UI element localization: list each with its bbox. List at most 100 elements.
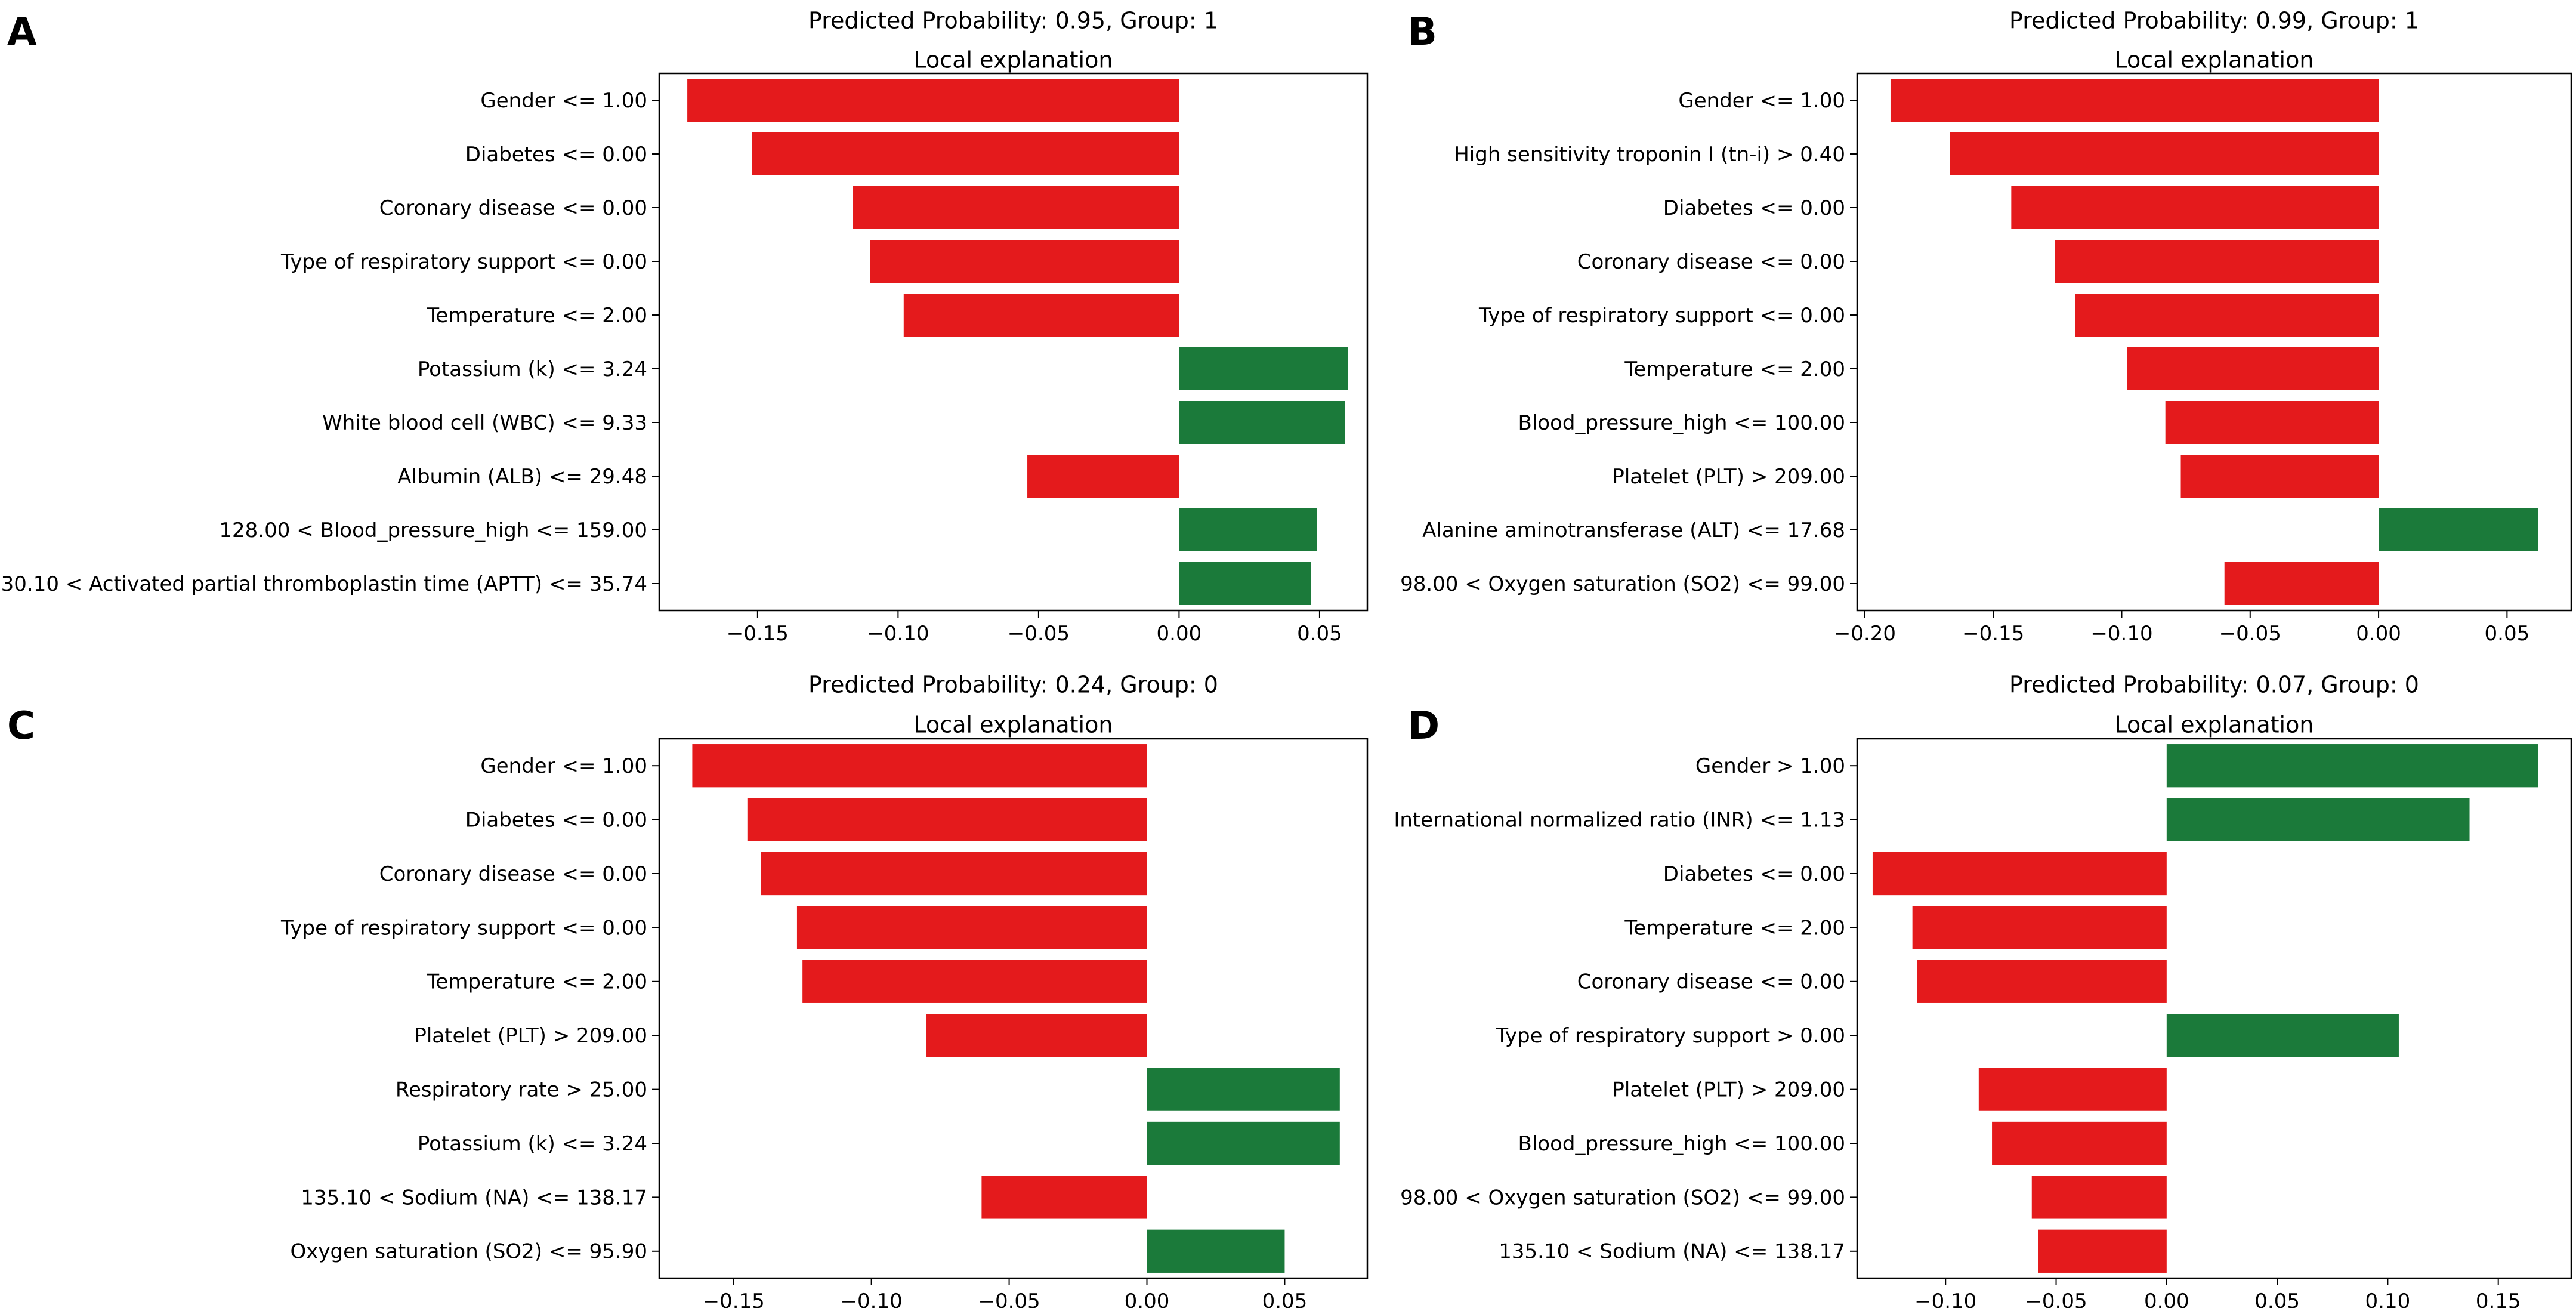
bar	[1179, 562, 1311, 605]
bar	[692, 744, 1147, 788]
x-tick-label: 0.00	[2144, 1290, 2189, 1308]
bar	[1147, 1068, 1340, 1111]
category-label: Coronary disease <= 0.00	[1577, 970, 1845, 994]
bar	[1992, 1121, 2167, 1165]
bar	[1872, 852, 2167, 896]
axes-frame	[1856, 738, 2572, 1279]
category-label: Type of respiratory support > 0.00	[1495, 1024, 1845, 1048]
category-label: Platelet (PLT) > 209.00	[1612, 465, 1845, 489]
bar	[1147, 1229, 1285, 1273]
category-label: Temperature <= 2.00	[426, 304, 647, 328]
category-label: 98.00 < Oxygen saturation (SO2) <= 99.00	[1400, 1186, 1845, 1210]
x-tick-label: 0.05	[1297, 622, 1342, 646]
bar	[870, 240, 1179, 283]
category-label: Gender <= 1.00	[480, 754, 647, 778]
category-label: Type of respiratory support <= 0.00	[280, 250, 647, 274]
category-label: Coronary disease <= 0.00	[379, 196, 647, 220]
bar	[1179, 347, 1348, 390]
x-tick-label: −0.05	[978, 1290, 1040, 1308]
bar	[1027, 455, 1179, 498]
bar	[747, 798, 1147, 841]
bar	[2166, 798, 2470, 841]
panel-c: C Predicted Probability: 0.24, Group: 0 Lo…	[7, 671, 1369, 1308]
category-label: Respiratory rate > 25.00	[396, 1078, 647, 1102]
bar	[1950, 132, 2379, 175]
x-tick-label: 0.00	[1157, 622, 1202, 646]
panel-letter: A	[7, 10, 37, 54]
bar	[1890, 79, 2379, 122]
panel-a: A Predicted Probability: 0.95, Group: 1 Lo…	[1, 7, 1369, 646]
x-tick-label: −0.05	[2025, 1290, 2087, 1308]
category-label: 135.10 < Sodium (NA) <= 138.17	[1499, 1240, 1845, 1264]
category-label: Type of respiratory support <= 0.00	[1478, 304, 1845, 328]
bar	[2379, 508, 2538, 551]
x-tick-label: 0.00	[2356, 622, 2401, 646]
bar	[761, 852, 1147, 896]
bar	[2031, 1176, 2167, 1219]
x-tick-label: −0.05	[2219, 622, 2281, 646]
category-label: White blood cell (WBC) <= 9.33	[322, 411, 647, 435]
bar	[853, 186, 1179, 229]
category-label: Gender <= 1.00	[480, 89, 647, 113]
chart-suptitle: Predicted Probability: 0.95, Group: 1	[808, 7, 1218, 33]
category-label: Platelet (PLT) > 209.00	[414, 1024, 647, 1048]
bar	[752, 132, 1179, 175]
x-tick-label: −0.10	[841, 1290, 903, 1308]
category-label: High sensitivity troponin I (tn-i) > 0.4…	[1454, 143, 1845, 166]
x-tick-label: −0.15	[727, 622, 789, 646]
panel-d: D Predicted Probability: 0.07, Group: 0 Lo…	[1394, 671, 2572, 1308]
category-label: Oxygen saturation (SO2) <= 95.90	[291, 1240, 647, 1264]
category-label: Potassium (k) <= 3.24	[418, 357, 647, 381]
category-label: Temperature <= 2.00	[426, 970, 647, 994]
x-tick-label: −0.15	[703, 1290, 765, 1308]
bar	[796, 906, 1147, 949]
x-tick-label: 0.05	[2485, 622, 2530, 646]
x-tick-label: −0.05	[1008, 622, 1070, 646]
category-label: Platelet (PLT) > 209.00	[1612, 1078, 1845, 1102]
category-label: Coronary disease <= 0.00	[379, 862, 647, 886]
bar	[2075, 294, 2379, 337]
category-label: Temperature <= 2.00	[1624, 916, 1845, 940]
axes-frame	[658, 72, 1369, 612]
x-tick-label: 0.05	[2254, 1290, 2300, 1308]
x-tick-label: 0.15	[2476, 1290, 2521, 1308]
chart-suptitle: Predicted Probability: 0.07, Group: 0	[2009, 671, 2419, 698]
category-label: Gender > 1.00	[1695, 754, 1845, 778]
category-label: Alanine aminotransferase (ALT) <= 17.68	[1422, 519, 1845, 542]
category-label: 135.10 < Sodium (NA) <= 138.17	[301, 1186, 647, 1210]
category-label: Type of respiratory support <= 0.00	[280, 916, 647, 940]
x-tick-label: −0.10	[1914, 1290, 1976, 1308]
panel-letter: D	[1408, 704, 1440, 748]
category-label: Potassium (k) <= 3.24	[418, 1132, 647, 1156]
axes-frame	[658, 738, 1369, 1279]
category-label: Diabetes <= 0.00	[1663, 862, 1845, 886]
bar	[981, 1176, 1147, 1219]
category-label: Temperature <= 2.00	[1624, 357, 1845, 381]
category-label: International normalized ratio (INR) <= …	[1394, 809, 1845, 832]
category-label: Gender <= 1.00	[1678, 89, 1845, 113]
bar	[1912, 906, 2167, 949]
chart-suptitle: Predicted Probability: 0.99, Group: 1	[2009, 7, 2419, 33]
bar	[2180, 455, 2379, 498]
chart-title: Local explanation	[914, 47, 1113, 73]
category-label: 128.00 < Blood_pressure_high <= 159.00	[219, 519, 647, 542]
bar	[687, 79, 1179, 122]
x-tick-label: −0.20	[1834, 622, 1896, 646]
category-label: Diabetes <= 0.00	[465, 143, 647, 166]
bar	[1917, 960, 2167, 1003]
category-label: Albumin (ALB) <= 29.48	[397, 465, 647, 489]
bar	[802, 960, 1147, 1003]
axes-frame	[1856, 72, 2572, 612]
chart-title: Local explanation	[2115, 711, 2314, 738]
x-tick-label: −0.10	[867, 622, 929, 646]
bar	[1147, 1121, 1340, 1165]
category-label: 30.10 < Activated partial thromboplastin…	[1, 572, 647, 596]
category-label: Blood_pressure_high <= 100.00	[1518, 411, 1846, 435]
bar	[2165, 401, 2379, 444]
bar	[903, 294, 1179, 337]
bar	[2166, 1014, 2399, 1057]
category-label: Diabetes <= 0.00	[465, 809, 647, 832]
bar	[2038, 1229, 2167, 1273]
category-label: Blood_pressure_high <= 100.00	[1518, 1132, 1846, 1156]
